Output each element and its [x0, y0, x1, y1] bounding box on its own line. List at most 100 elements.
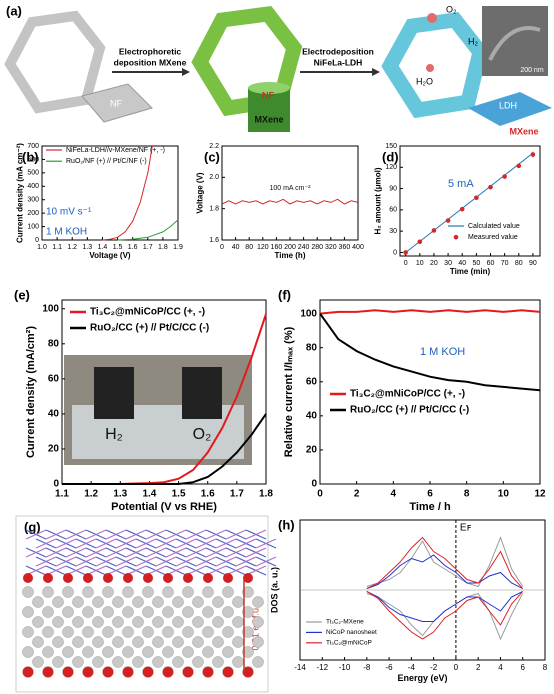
atom	[232, 596, 244, 608]
x-tick-label: 1.5	[172, 489, 186, 500]
tag: LDH	[499, 100, 517, 110]
atom	[152, 636, 164, 648]
x-tick-label: 80	[245, 244, 253, 251]
bond	[225, 529, 247, 540]
atom	[22, 666, 34, 678]
atom	[242, 626, 254, 638]
x-tick-label: 50	[472, 260, 480, 267]
atom	[112, 596, 124, 608]
atom	[182, 606, 194, 618]
x-tick-label: 10	[416, 260, 424, 267]
bond	[225, 547, 247, 558]
atom	[202, 606, 214, 618]
panel-label: (c)	[204, 149, 220, 164]
x-tick-label: 1.2	[67, 244, 77, 251]
atom	[23, 573, 33, 583]
x-tick-label: -10	[339, 663, 351, 672]
tag: MXene	[509, 126, 538, 136]
series-line	[366, 590, 524, 640]
bond	[185, 547, 207, 558]
inset-label: H₂	[105, 426, 123, 443]
legend-marker	[453, 234, 459, 240]
atom	[162, 586, 174, 598]
atom	[242, 666, 254, 678]
bond	[25, 529, 47, 540]
series-line	[405, 152, 534, 253]
atom	[142, 646, 154, 658]
bond	[35, 538, 57, 549]
atom	[222, 646, 234, 658]
bond	[65, 529, 87, 540]
atom	[132, 636, 144, 648]
bond	[145, 547, 167, 558]
atom	[202, 626, 214, 638]
point	[431, 228, 437, 233]
atom	[72, 596, 84, 608]
y-tick-label: 60	[389, 207, 397, 214]
x-tick-label: 0	[454, 663, 459, 672]
atom	[232, 616, 244, 628]
y-axis-title: Current density (mA/cm²)	[25, 326, 37, 458]
y-axis-title: Current density (mA cm⁻²)	[15, 143, 24, 243]
x-tick-label: 1.4	[142, 489, 156, 500]
atom	[82, 666, 94, 678]
step-text: Electrodeposition	[302, 46, 374, 56]
x-tick-label: 1.5	[113, 244, 123, 251]
panel-label: (e)	[14, 287, 30, 302]
atom	[192, 616, 204, 628]
x-tick-label: 2	[476, 663, 481, 672]
panel-label: (h)	[278, 517, 295, 532]
atom	[152, 596, 164, 608]
y-tick-label: 600	[27, 156, 39, 163]
atom	[22, 646, 34, 658]
bond	[205, 547, 227, 558]
foam-frame	[4, 10, 106, 114]
y-tick-label: 80	[48, 338, 60, 349]
atom	[42, 626, 54, 638]
bond	[185, 529, 207, 540]
x-tick-label: 1.1	[55, 489, 69, 500]
x-tick-label: 90	[529, 260, 537, 267]
atom	[112, 616, 124, 628]
x-tick-label: 8	[543, 663, 548, 672]
x-tick-label: 1.3	[113, 489, 127, 500]
atom	[82, 646, 94, 658]
atom	[162, 666, 174, 678]
bond	[115, 538, 137, 549]
x-tick-label: 1.7	[230, 489, 244, 500]
bond	[75, 556, 97, 567]
bond	[155, 538, 177, 549]
x-tick-label: 200	[284, 244, 296, 251]
atom	[22, 586, 34, 598]
y-tick-label: 100	[27, 223, 39, 230]
atom	[62, 646, 74, 658]
y-tick-label: 700	[27, 143, 39, 150]
x-tick-label: 1.8	[259, 489, 273, 500]
atom	[172, 656, 184, 668]
series-line	[319, 313, 541, 392]
bond	[165, 547, 187, 558]
bond	[105, 529, 127, 540]
plot-frame	[221, 145, 359, 241]
bond	[95, 556, 117, 567]
atom	[212, 656, 224, 668]
legend-label: RuO₂/NF (+) // Pt/C/NF (-)	[66, 158, 147, 165]
atom	[102, 646, 114, 658]
bond	[135, 538, 157, 549]
y-tick-label: 30	[389, 228, 397, 235]
atom	[122, 666, 134, 678]
x-tick-label: 40	[458, 260, 466, 267]
atom	[142, 666, 154, 678]
atom	[172, 636, 184, 648]
series-line	[366, 536, 524, 590]
panel-label: (a)	[6, 3, 22, 18]
atom	[82, 626, 94, 638]
atom	[183, 573, 193, 583]
y-tick-label: 90	[389, 185, 397, 192]
atom	[252, 596, 264, 608]
atom	[42, 586, 54, 598]
panel-a: (a) NF Electrophoretic deposition MXene …	[4, 3, 552, 136]
inset-label: O₂	[193, 426, 212, 443]
x-tick-label: 280	[311, 244, 323, 251]
